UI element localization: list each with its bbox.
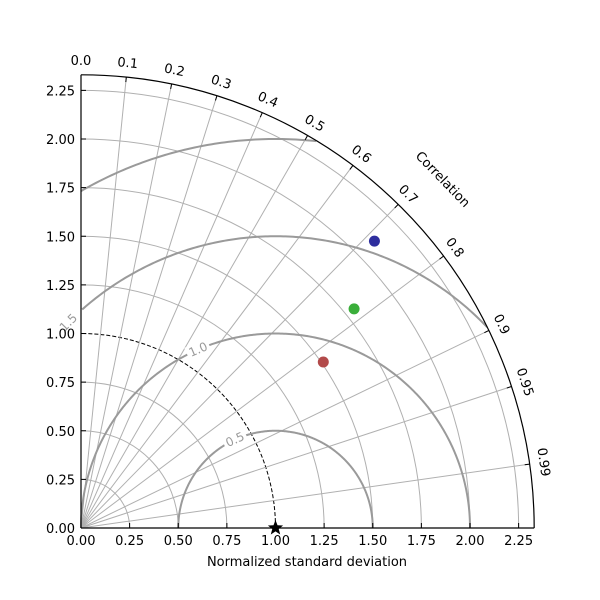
- x-axis-title: Normalized standard deviation: [207, 555, 407, 570]
- correlation-tick: [214, 95, 218, 101]
- correlation-grid-line: [80, 386, 512, 529]
- x-tick-label: 0.25: [115, 534, 144, 549]
- x-tick-label: 0.75: [212, 534, 241, 549]
- reference-star-marker: [267, 520, 284, 535]
- correlation-tick: [394, 204, 399, 209]
- correlation-tick: [484, 330, 490, 334]
- rms-contour: [80, 137, 317, 192]
- correlation-tick-label: 0.0: [71, 54, 92, 69]
- x-tick-label: 0.50: [164, 534, 193, 549]
- correlation-tick-label: 0.95: [513, 366, 536, 398]
- correlation-tick-label: 0.5: [302, 112, 327, 135]
- rms-contour-label: 1.0: [187, 339, 210, 359]
- contour-label-mask: [54, 309, 82, 336]
- correlation-tick: [170, 83, 173, 89]
- correlation-tick: [349, 165, 354, 170]
- correlation-tick: [439, 255, 444, 260]
- correlation-tick: [125, 77, 127, 83]
- y-tick-label: 1.50: [46, 230, 75, 245]
- x-tick-label: 1.25: [310, 534, 339, 549]
- correlation-grid-line: [80, 463, 530, 529]
- y-tick-label: 2.25: [46, 84, 75, 99]
- correlation-tick: [304, 135, 309, 141]
- std-grid-arc: [80, 235, 374, 529]
- x-tick-label: 2.25: [504, 534, 533, 549]
- correlation-tick-label: 0.9: [490, 312, 513, 337]
- correlation-grid-line: [80, 255, 444, 529]
- frame-layer: [80, 74, 535, 529]
- correlation-tick-label: 0.3: [209, 73, 233, 94]
- x-tick-label: 1.00: [261, 534, 290, 549]
- std-grid-arc: [80, 138, 471, 529]
- correlation-axis-title: Correlation: [412, 149, 473, 211]
- rms-contour: [81, 235, 488, 328]
- correlation-tick: [259, 112, 263, 118]
- correlation-grid-line: [80, 330, 490, 529]
- correlation-grid-line: [80, 112, 263, 529]
- std-grid-arc: [80, 430, 179, 529]
- y-tick-label: 0.75: [46, 376, 75, 391]
- correlation-grid-line: [80, 204, 399, 529]
- tick-layer: 0.000.000.250.250.500.500.750.751.001.00…: [46, 54, 552, 549]
- std-grid-arc: [80, 381, 228, 529]
- x-tick-label: 2.00: [456, 534, 485, 549]
- correlation-grid-line: [80, 95, 218, 529]
- correlation-tick: [524, 463, 530, 466]
- model-point: [368, 235, 380, 247]
- correlation-tick-label: 0.2: [163, 61, 186, 80]
- contour-label-mask: [221, 428, 249, 451]
- x-tick-label: 0.00: [67, 534, 96, 549]
- std-grid-arc: [80, 89, 520, 529]
- point-layer: [267, 235, 380, 535]
- correlation-tick: [506, 386, 512, 389]
- x-tick-label: 1.75: [407, 534, 436, 549]
- std-grid-arc: [80, 284, 325, 529]
- correlation-tick-label: 0.7: [395, 182, 420, 207]
- std-grid-arc: [80, 187, 422, 529]
- correlation-tick-label: 0.99: [534, 447, 553, 478]
- reference-std-arc: [80, 333, 276, 529]
- grid-layer: [80, 77, 530, 529]
- model-point: [348, 303, 360, 315]
- correlation-grid-line: [80, 165, 354, 529]
- y-tick-label: 0.25: [46, 473, 75, 488]
- y-tick-label: 1.75: [46, 182, 75, 197]
- rms-contour: [177, 429, 374, 528]
- y-tick-label: 1.25: [46, 279, 75, 294]
- correlation-tick-label: 0.6: [348, 142, 374, 166]
- correlation-grid-line: [80, 77, 127, 529]
- y-tick-label: 0.50: [46, 425, 75, 440]
- y-tick-label: 1.00: [46, 328, 75, 343]
- contour-label-mask: [184, 338, 212, 361]
- correlation-tick-label: 0.4: [255, 89, 280, 111]
- outer-correlation-arc: [80, 74, 535, 529]
- rms-contour: [80, 332, 471, 529]
- correlation-tick-label: 0.8: [442, 235, 466, 261]
- y-tick-label: 0.00: [46, 522, 75, 537]
- correlation-grid-line: [80, 135, 309, 529]
- y-tick-label: 2.00: [46, 133, 75, 148]
- x-tick-label: 1.50: [358, 534, 387, 549]
- correlation-grid-line: [80, 83, 173, 529]
- correlation-tick-label: 0.1: [117, 55, 139, 72]
- model-point: [317, 356, 329, 368]
